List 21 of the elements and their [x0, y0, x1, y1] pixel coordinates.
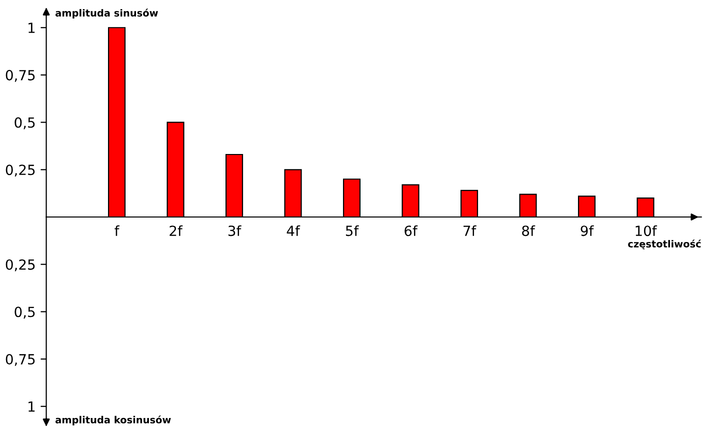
x-tick-label: 7f: [464, 225, 476, 236]
y-tick-label: 0,75: [6, 354, 35, 366]
x-axis-title: częstotliwość: [628, 240, 701, 250]
y-tick-label: 0,25: [6, 164, 35, 177]
x-tick-label: 3f: [228, 225, 242, 236]
x-tick-label: 5f: [346, 225, 359, 236]
x-tick-label: 9f: [580, 225, 594, 236]
x-tick-label: f: [114, 225, 120, 236]
y-tick-label: 0,75: [6, 70, 35, 82]
x-tick-label: 8f: [522, 225, 536, 236]
x-tick-label: 2f: [170, 225, 183, 236]
y-tick-label: 0,5: [14, 306, 35, 319]
y-tick-label: 1: [28, 22, 35, 33]
y-tick-label: 1: [28, 402, 35, 412]
y-axis-title: amplituda sinusów: [56, 8, 158, 18]
annotation: amplituda kosinusów: [56, 416, 171, 426]
x-tick-label: 6f: [404, 225, 418, 236]
x-tick-label: 10f: [636, 225, 658, 236]
x-tick-label: 4f: [286, 225, 300, 236]
y-tick-label: 0,25: [6, 259, 35, 272]
y-tick-label: 0,5: [14, 117, 35, 130]
